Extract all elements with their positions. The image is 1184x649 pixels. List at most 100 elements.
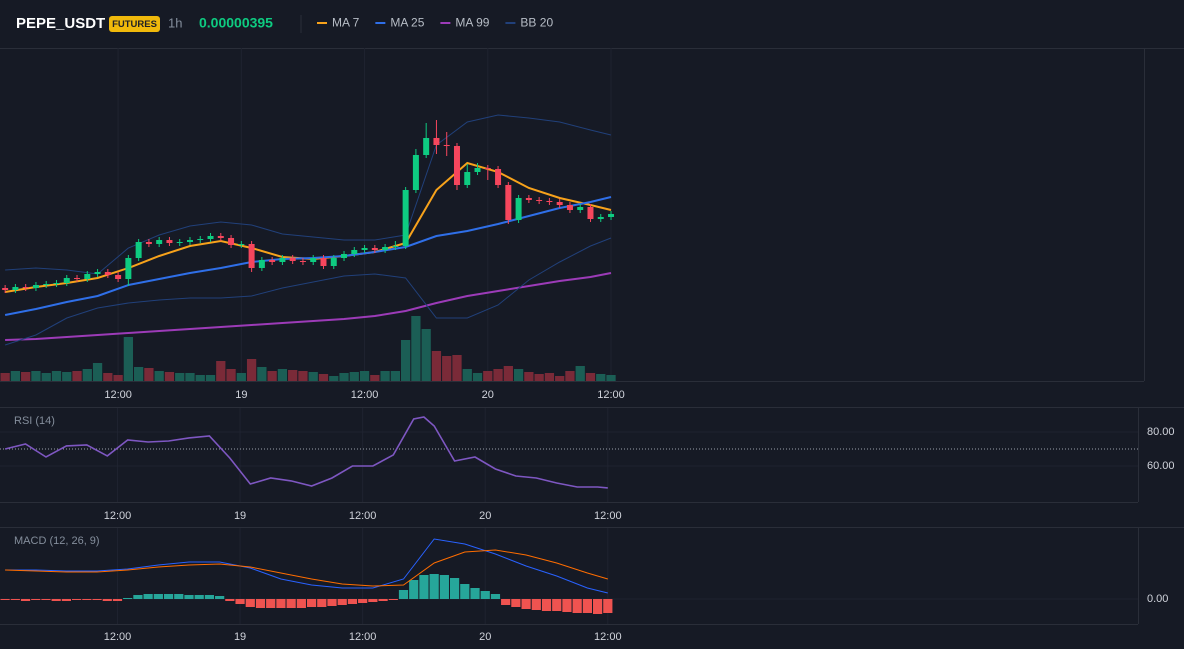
histogram-bar <box>102 599 112 601</box>
symbol: PEPE_USDT <box>16 15 105 32</box>
candle-body <box>289 258 296 261</box>
x-tick-label: 12:00 <box>594 631 622 643</box>
histogram-bar <box>184 595 194 599</box>
candle-body <box>433 138 440 145</box>
volume-bar <box>524 372 534 381</box>
histogram-bar <box>51 599 61 601</box>
histogram-bar <box>10 599 20 600</box>
histogram-bar <box>255 599 266 608</box>
candle-body <box>94 272 101 274</box>
candle-body <box>176 242 183 243</box>
last-price: 0.00000395 <box>199 15 273 31</box>
volume-bar <box>596 374 606 381</box>
candle-body <box>135 242 142 258</box>
volume-bar <box>483 371 493 381</box>
rsi-line <box>4 416 608 489</box>
macd-line <box>5 549 608 587</box>
x-tick-label: 12:00 <box>597 389 625 401</box>
volume-bar <box>308 372 318 381</box>
histogram-bar <box>388 599 398 600</box>
candle-body <box>258 260 265 268</box>
volume-bar <box>257 367 267 381</box>
candle-body <box>186 240 193 242</box>
histogram-bar <box>92 599 102 600</box>
candle-body <box>12 287 19 290</box>
volume-bar <box>565 371 575 381</box>
candle-body <box>402 190 409 246</box>
candle-body <box>341 254 348 258</box>
candle-body <box>125 258 132 279</box>
legend-label: MA 7 <box>332 16 360 30</box>
histogram-bar <box>296 599 306 608</box>
histogram-bar <box>276 599 286 608</box>
histogram-bar <box>133 595 143 599</box>
volume-bar <box>82 369 92 381</box>
histogram-bar <box>286 599 296 608</box>
histogram-bar <box>306 599 317 607</box>
x-tick-label: 12:00 <box>351 389 379 401</box>
histogram-bar <box>592 599 603 614</box>
volume-bar <box>462 369 472 381</box>
histogram-bar <box>470 588 480 599</box>
volume-bar <box>544 373 555 381</box>
histogram-bar <box>123 598 133 599</box>
volume-bar <box>329 376 339 381</box>
candle-body <box>423 138 430 155</box>
x-tick-label: 12:00 <box>594 510 622 522</box>
histogram-bar <box>511 599 521 607</box>
volume-bar <box>205 375 216 381</box>
volume-bar <box>472 373 483 381</box>
overlay-line <box>5 272 612 341</box>
volume-bar <box>288 370 298 381</box>
histogram-bar <box>204 595 215 599</box>
volume-bar <box>431 351 442 381</box>
volume-bar <box>103 373 113 381</box>
badge: FUTURES <box>112 19 157 30</box>
volume-bar <box>51 371 62 381</box>
overlay-line <box>4 237 612 346</box>
volume-bar <box>216 361 226 381</box>
y-tick-label: 0.00 <box>1147 593 1168 605</box>
x-tick-label: 12:00 <box>349 510 377 522</box>
histogram-bar <box>235 599 245 604</box>
macd-line <box>5 538 608 594</box>
histogram-bar <box>460 584 470 599</box>
volume-bar <box>123 337 134 381</box>
candle-body <box>74 278 81 279</box>
volume-bar <box>144 368 154 381</box>
volume-bar <box>31 371 41 381</box>
histogram-bar <box>582 599 592 613</box>
histogram-bar <box>112 599 123 601</box>
x-tick-label: 20 <box>479 510 491 522</box>
histogram-bar <box>225 599 235 601</box>
histogram-bar <box>347 599 358 604</box>
candle-body <box>546 201 553 202</box>
volume-bar <box>585 373 596 381</box>
histogram-bar <box>266 599 276 608</box>
x-tick-label: 19 <box>234 510 246 522</box>
volume-bar <box>41 373 51 381</box>
histogram-bar <box>31 599 41 600</box>
candle-body <box>228 238 235 245</box>
volume-bar <box>401 340 411 381</box>
candle-body <box>238 244 245 245</box>
histogram-bar <box>143 594 153 599</box>
x-tick-label: 12:00 <box>104 631 132 643</box>
volume-bar <box>349 372 359 381</box>
histogram-bar <box>82 599 92 600</box>
volume-bar <box>154 371 164 381</box>
volume-bar <box>10 371 21 381</box>
candle-body <box>443 145 450 146</box>
candle-body <box>453 146 460 185</box>
legend-label: MA 25 <box>390 16 424 30</box>
volume-bar <box>185 373 195 381</box>
volume-bar <box>575 366 585 381</box>
histogram-bar <box>358 599 368 603</box>
candle-body <box>22 287 29 288</box>
badge-bg <box>109 16 160 32</box>
histogram-bar <box>521 599 531 609</box>
volume-bar <box>318 374 329 381</box>
candle-body <box>505 185 512 220</box>
y-tick-label: 60.00 <box>1147 460 1175 472</box>
